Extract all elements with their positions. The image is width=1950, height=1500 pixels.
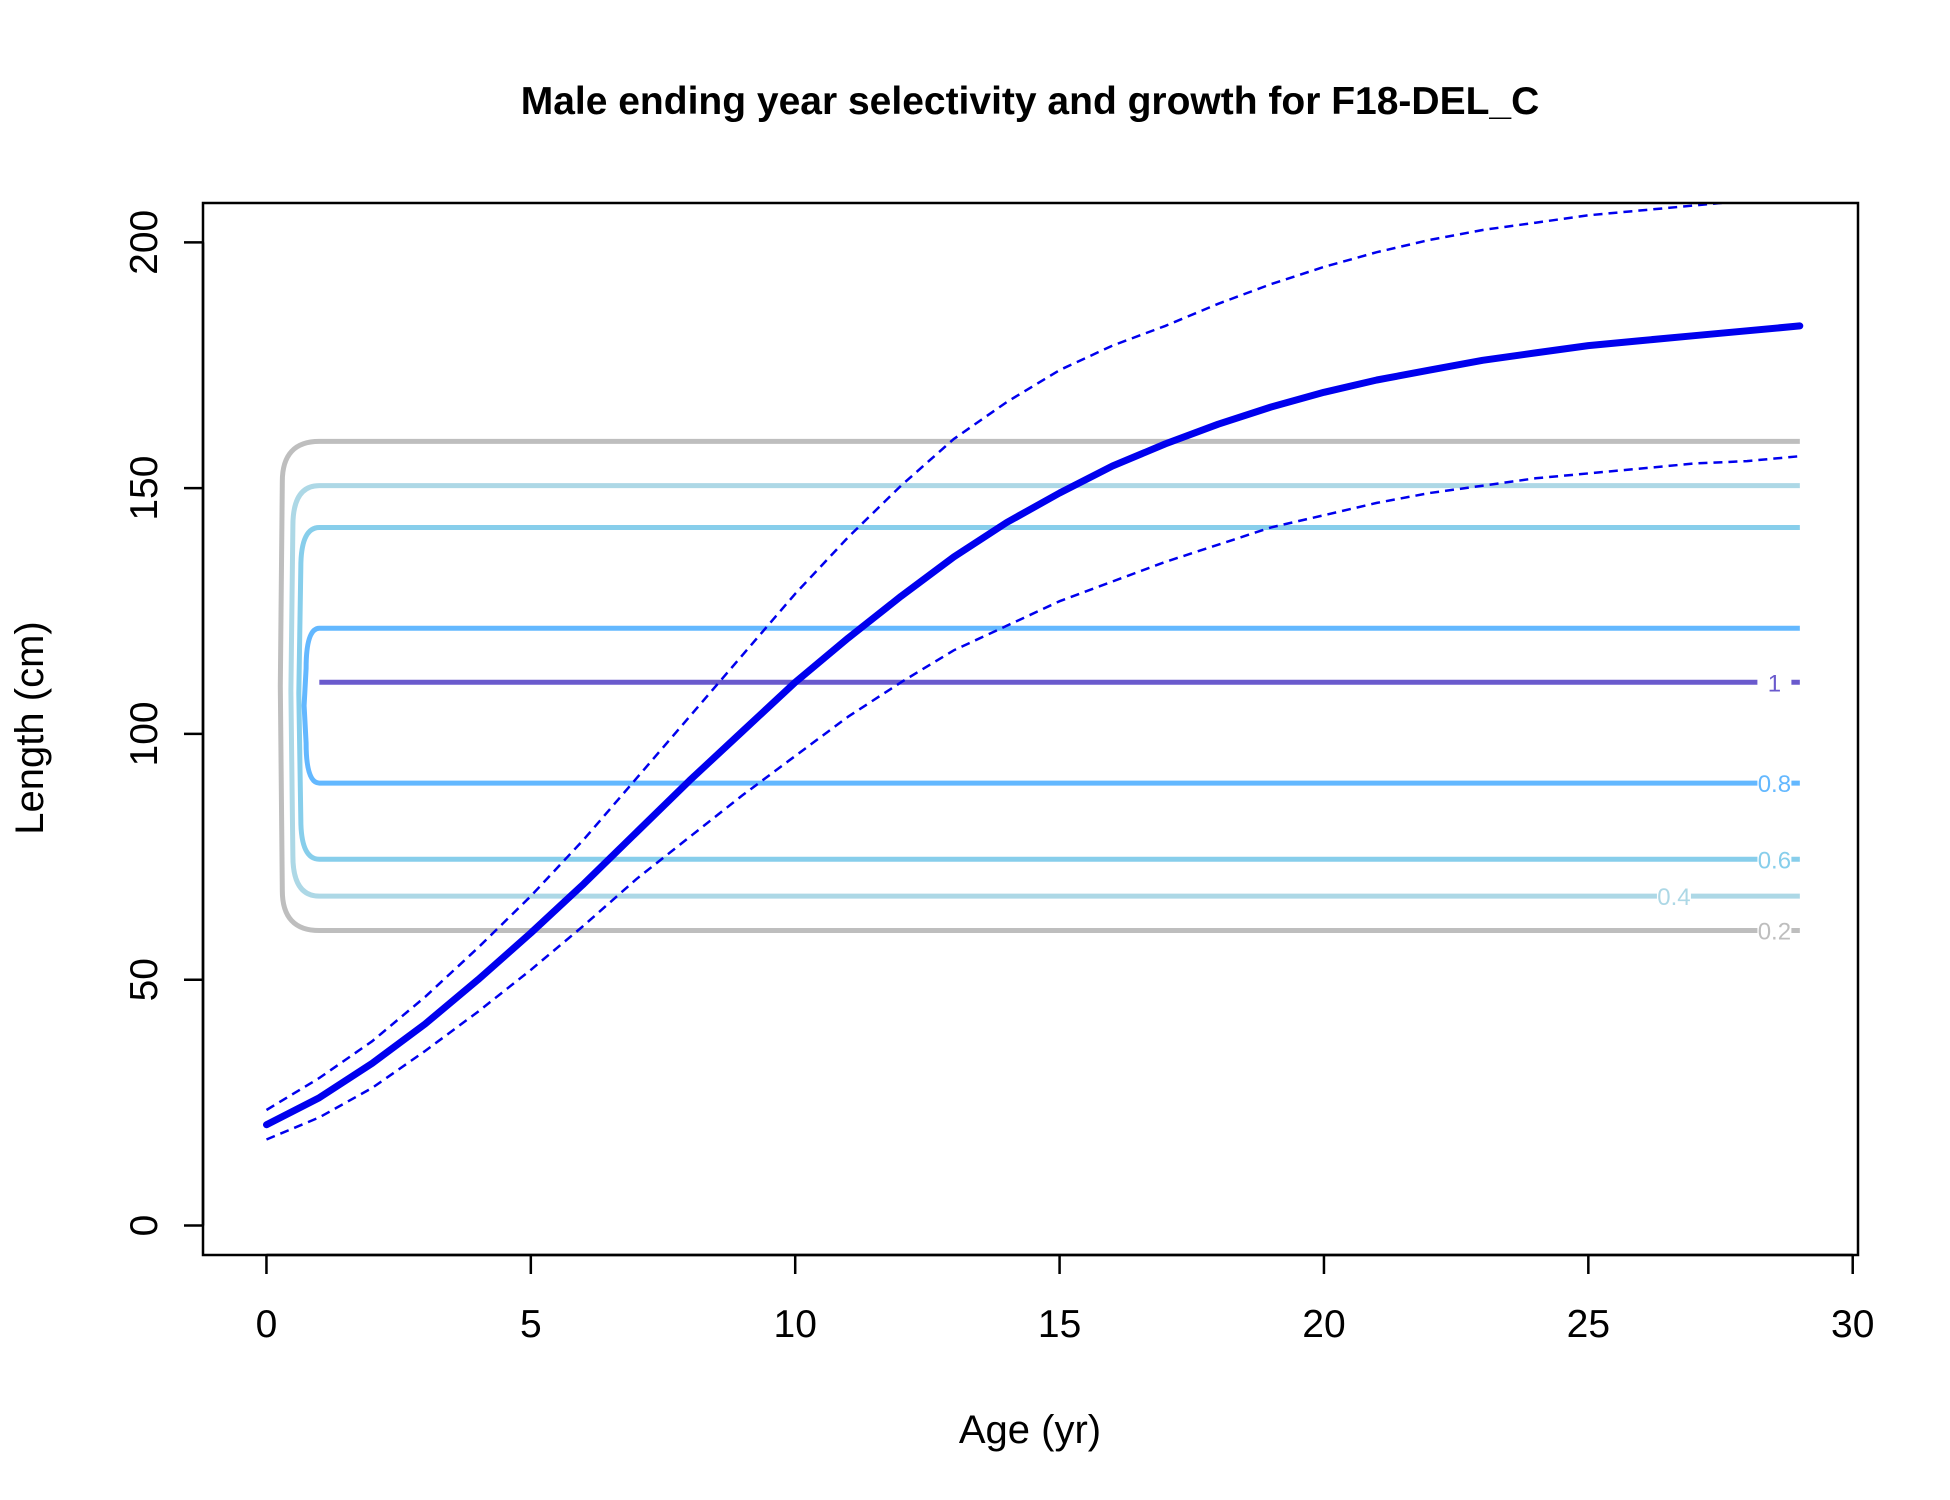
y-tick-label-150: 150 <box>123 456 166 521</box>
x-tick-label-15: 15 <box>1038 1303 1081 1346</box>
y-tick-label-50: 50 <box>123 958 166 1001</box>
contour-label-0-6: 0.6 <box>1758 847 1791 874</box>
x-tick-label-0: 0 <box>256 1303 278 1346</box>
y-tick-label-200: 200 <box>123 210 166 275</box>
chart-title: Male ending year selectivity and growth … <box>521 80 1540 123</box>
contour-label-bg-0-2 <box>1757 917 1792 944</box>
contour-0-8 <box>301 625 1800 786</box>
x-tick-label-5: 5 <box>520 1303 542 1346</box>
x-axis-label: Age (yr) <box>959 1408 1101 1452</box>
growth-lower-interval-line <box>266 454 1800 1141</box>
x-tick-label-10: 10 <box>774 1303 817 1346</box>
contour-label-bg-0-4 <box>1656 883 1691 910</box>
x-tick-label-20: 20 <box>1302 1303 1345 1346</box>
y-tick-label-100: 100 <box>123 701 166 766</box>
contour-label-0-4: 0.4 <box>1657 884 1690 911</box>
contour-label-bg-1 <box>1757 669 1792 696</box>
growth-mean-line <box>263 322 1804 1129</box>
contour-label-bg-0-8 <box>1757 770 1792 797</box>
selectivity-contours: 0.2 0.4 0.6 0.8 1 <box>277 438 1800 946</box>
contour-0-6 <box>296 524 1800 862</box>
y-axis-label: Length (cm) <box>8 621 52 834</box>
x-tick-label-25: 25 <box>1567 1303 1610 1346</box>
growth-curves <box>263 203 1804 1141</box>
contour-0-2 <box>277 438 1800 934</box>
x-tick-label-30: 30 <box>1831 1303 1874 1346</box>
contour-0-4 <box>288 483 1800 899</box>
contour-label-0-2: 0.2 <box>1758 919 1791 946</box>
contour-label-1: 1 <box>1768 670 1781 697</box>
contour-label-bg-0-6 <box>1757 846 1792 873</box>
y-tick-label-0: 0 <box>123 1215 166 1237</box>
plot-frame <box>201 201 1860 1257</box>
contour-label-0-8: 0.8 <box>1758 771 1791 798</box>
